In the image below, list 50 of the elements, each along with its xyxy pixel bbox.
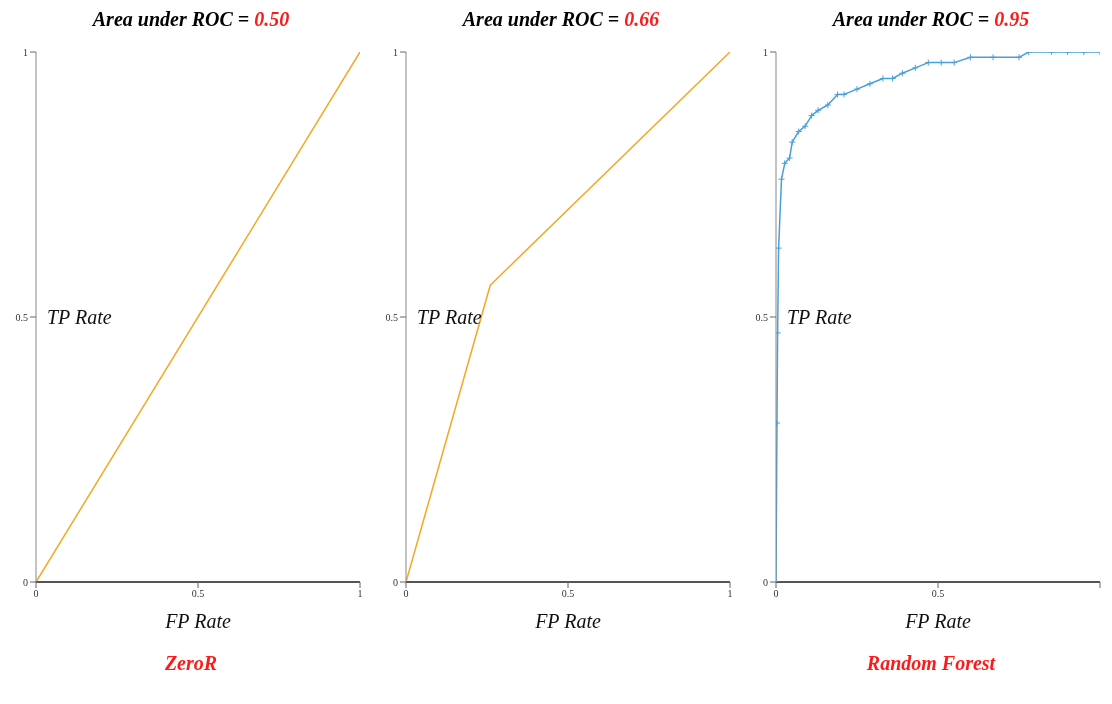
point	[866, 80, 874, 88]
y-axis-title: TP Rate	[417, 306, 482, 329]
x-tick-label: 1	[357, 588, 363, 600]
point	[966, 53, 974, 61]
point	[776, 244, 783, 252]
point	[781, 159, 789, 167]
point	[795, 128, 803, 135]
y-tick-label: 0.5	[385, 311, 398, 323]
point	[898, 69, 906, 77]
point	[853, 85, 861, 93]
point	[937, 59, 945, 67]
x-axis-title: FP Rate	[904, 610, 971, 632]
point	[786, 154, 794, 162]
point	[1015, 53, 1023, 61]
x-tick-label: 1	[727, 588, 733, 600]
chart-title: Area under ROC = 0.95	[832, 8, 1030, 30]
y-tick-label: 0	[23, 576, 28, 588]
x-tick-label: 0.5	[191, 588, 205, 600]
y-tick-label: 1	[23, 46, 28, 58]
point	[911, 64, 919, 72]
x-tick-label: 0	[403, 588, 409, 600]
y-tick-label: 0	[763, 576, 768, 588]
x-tick-label: 0.5	[931, 588, 945, 600]
point	[840, 90, 848, 98]
chart-title: Area under ROC = 0.50	[92, 8, 290, 30]
x-axis-title: FP Rate	[164, 610, 231, 632]
point	[989, 53, 997, 61]
point	[924, 59, 932, 67]
chart-title: Area under ROC = 0.66	[462, 8, 660, 30]
y-tick-label: 0.5	[15, 311, 28, 323]
point	[824, 101, 832, 109]
point	[834, 90, 842, 98]
x-tick-label: 0	[773, 588, 779, 600]
text: Random Forest	[866, 652, 996, 674]
x-tick-label: 0	[33, 588, 39, 600]
x-tick-label: 0.5	[561, 588, 575, 600]
x-axis-title: FP Rate	[534, 610, 601, 632]
text: ZeroR	[164, 652, 218, 674]
y-tick-label: 1	[393, 46, 398, 58]
y-tick-label: 1	[763, 46, 768, 58]
point	[950, 59, 958, 67]
point	[788, 138, 796, 146]
y-axis-title: TP Rate	[47, 306, 112, 329]
point	[801, 122, 809, 130]
y-axis-title: TP Rate	[787, 306, 852, 329]
point	[776, 329, 782, 337]
y-tick-label: 0	[393, 576, 398, 588]
y-tick-label: 0.5	[755, 311, 768, 323]
point	[814, 106, 822, 114]
point	[808, 112, 816, 120]
